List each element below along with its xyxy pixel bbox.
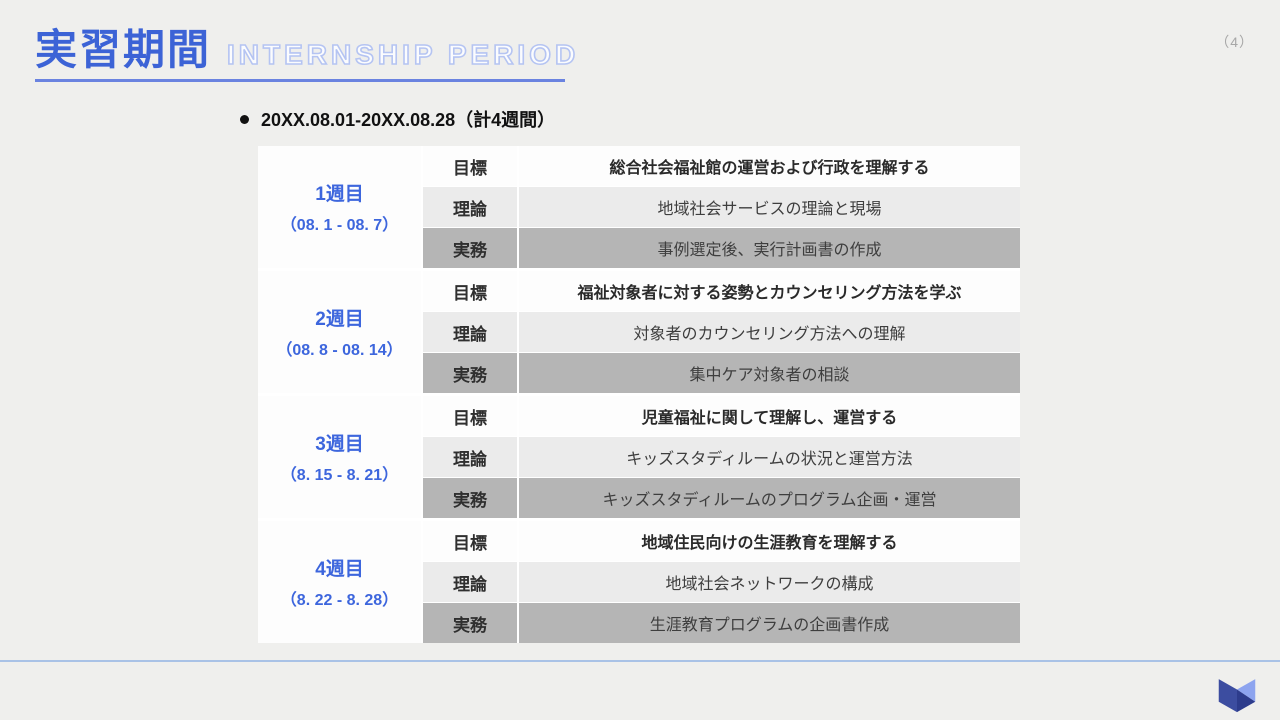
week-header: 3週目 （8. 15 - 8. 21） bbox=[258, 396, 421, 518]
row-label-theory: 理論 bbox=[423, 562, 517, 602]
title-underline bbox=[35, 79, 565, 82]
week-date-range: （08. 8 - 08. 14） bbox=[276, 342, 403, 359]
page-number: （4） bbox=[1215, 34, 1254, 50]
week-header: 1週目 （08. 1 - 08. 7） bbox=[258, 146, 421, 268]
row-label-theory: 理論 bbox=[423, 312, 517, 352]
week-group-1: 1週目 （08. 1 - 08. 7） 目標 総合社会福祉館の運営および行政を理… bbox=[258, 146, 1020, 268]
week-name: 2週目 bbox=[315, 309, 364, 330]
goal-text: 地域住民向けの生涯教育を理解する bbox=[519, 521, 1020, 561]
footer-divider-line bbox=[0, 660, 1280, 662]
practice-text: 集中ケア対象者の相談 bbox=[519, 353, 1020, 393]
period-bullet-line: 20XX.08.01-20XX.08.28（計4週間） bbox=[240, 106, 555, 132]
row-label-practice: 実務 bbox=[423, 478, 517, 518]
row-label-goal: 目標 bbox=[423, 271, 517, 311]
week-header: 4週目 （8. 22 - 8. 28） bbox=[258, 521, 421, 643]
practice-text: キッズスタディルームのプログラム企画・運営 bbox=[519, 478, 1020, 518]
goal-text: 福祉対象者に対する姿勢とカウンセリング方法を学ぶ bbox=[519, 271, 1020, 311]
week-date-range: （08. 1 - 08. 7） bbox=[280, 217, 399, 234]
week-date-range: （8. 22 - 8. 28） bbox=[280, 592, 399, 609]
theory-text: 地域社会ネットワークの構成 bbox=[519, 562, 1020, 602]
row-label-practice: 実務 bbox=[423, 353, 517, 393]
schedule-table: 1週目 （08. 1 - 08. 7） 目標 総合社会福祉館の運営および行政を理… bbox=[258, 146, 1020, 643]
theory-text: 対象者のカウンセリング方法への理解 bbox=[519, 312, 1020, 352]
goal-text: 総合社会福祉館の運営および行政を理解する bbox=[519, 146, 1020, 186]
week-group-3: 3週目 （8. 15 - 8. 21） 目標 児童福祉に関して理解し、運営する … bbox=[258, 396, 1020, 518]
week-group-4: 4週目 （8. 22 - 8. 28） 目標 地域住民向けの生涯教育を理解する … bbox=[258, 521, 1020, 643]
title-japanese: 実習期間 bbox=[35, 26, 212, 73]
slide-title: 実習期間 INTERNSHIP PERIOD bbox=[35, 16, 579, 77]
week-date-range: （8. 15 - 8. 21） bbox=[280, 467, 399, 484]
period-text: 20XX.08.01-20XX.08.28（計4週間） bbox=[261, 110, 556, 130]
row-label-goal: 目標 bbox=[423, 146, 517, 186]
bullet-dot bbox=[240, 114, 249, 124]
row-label-practice: 実務 bbox=[423, 603, 517, 643]
theory-text: 地域社会サービスの理論と現場 bbox=[519, 187, 1020, 227]
goal-text: 児童福祉に関して理解し、運営する bbox=[519, 396, 1020, 436]
row-label-goal: 目標 bbox=[423, 521, 517, 561]
week-name: 3週目 bbox=[315, 434, 364, 455]
week-group-2: 2週目 （08. 8 - 08. 14） 目標 福祉対象者に対する姿勢とカウンセ… bbox=[258, 271, 1020, 393]
title-english: INTERNSHIP PERIOD bbox=[226, 38, 580, 71]
week-name: 4週目 bbox=[315, 559, 364, 580]
row-label-theory: 理論 bbox=[423, 437, 517, 477]
row-label-practice: 実務 bbox=[423, 228, 517, 268]
practice-text: 生涯教育プログラムの企画書作成 bbox=[519, 603, 1020, 643]
week-header: 2週目 （08. 8 - 08. 14） bbox=[258, 271, 421, 393]
theory-text: キッズスタディルームの状況と運営方法 bbox=[519, 437, 1020, 477]
open-book-logo-icon bbox=[1218, 679, 1256, 713]
week-name: 1週目 bbox=[315, 184, 364, 205]
row-label-theory: 理論 bbox=[423, 187, 517, 227]
practice-text: 事例選定後、実行計画書の作成 bbox=[519, 228, 1020, 268]
row-label-goal: 目標 bbox=[423, 396, 517, 436]
